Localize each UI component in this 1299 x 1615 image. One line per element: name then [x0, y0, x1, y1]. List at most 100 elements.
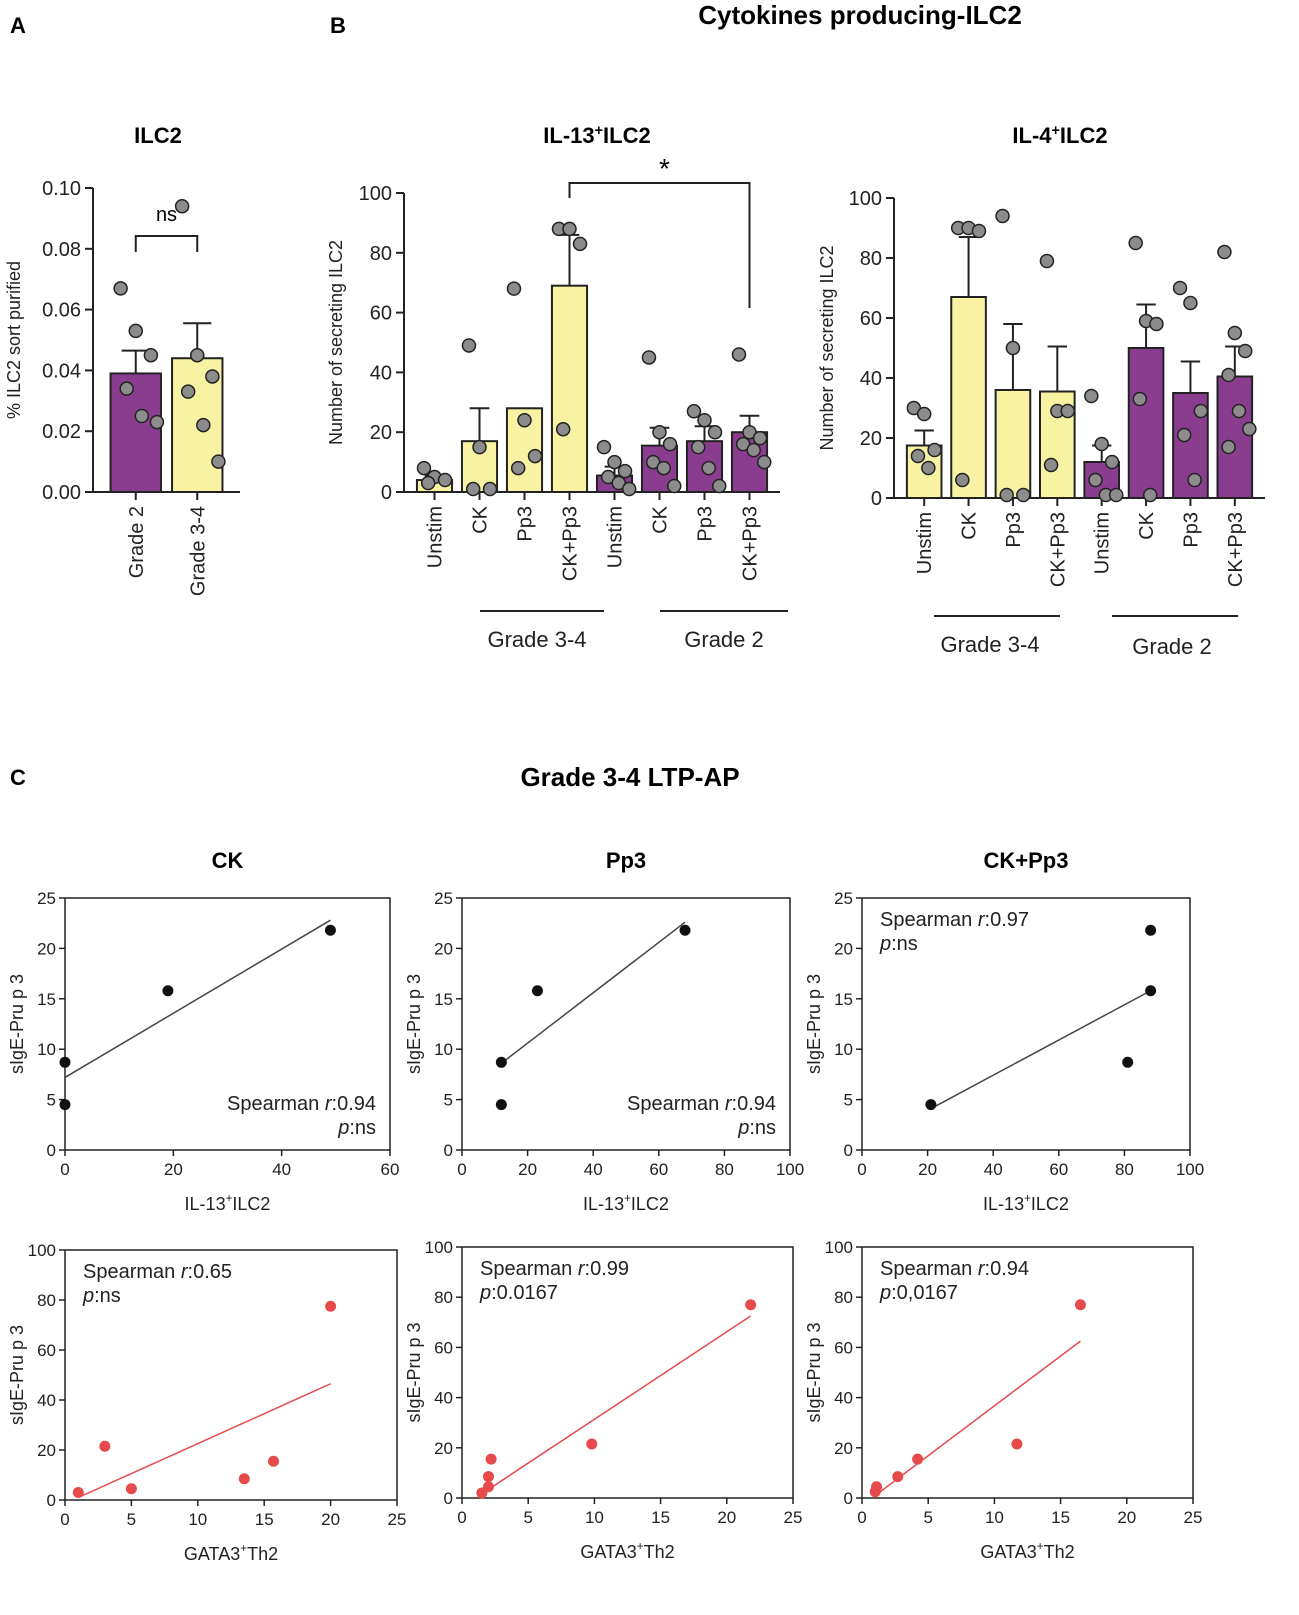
stat-r-c-pp3: Spearman r:0.94	[627, 1093, 776, 1115]
data-point-b1	[562, 221, 577, 237]
y-tick-label-c-pp3: 20	[434, 939, 453, 958]
chart-title-b2: IL-4+ILC2	[1012, 123, 1107, 148]
significance-label-a: ns	[156, 204, 177, 226]
frame-c-gata2	[462, 1246, 794, 1498]
x-tick-label-b2: Pp3	[1180, 512, 1202, 548]
bar-b2	[994, 389, 1032, 499]
data-point-c-ck	[59, 1056, 71, 1068]
x-tick-label-c-gata1: 0	[60, 1510, 69, 1529]
data-point-c-gata2	[482, 1471, 494, 1483]
chart-title-b2-sup: +	[1052, 123, 1060, 139]
stat-p-symbol-c-pp3: p	[737, 1117, 749, 1139]
y-tick-label-a: 0.02	[42, 421, 81, 443]
y-axis-label-c-ck: sIgE-Pru p 3	[7, 974, 27, 1074]
x-tick-label-c-ckpp3: 60	[1049, 1160, 1068, 1179]
x-tick-label-c-gata1: 5	[127, 1510, 136, 1529]
y-tick-label-c-ckpp3: 25	[834, 889, 853, 908]
data-point-a	[134, 408, 150, 424]
plots-layer: ILC2 0.00 0.02 0.04 0.06 0.08 0.10 % ILC2 sort …	[4, 123, 1265, 1564]
y-axis-label-c-gata2: sIgE-Pru p 3	[404, 1322, 424, 1422]
data-point-c-pp3	[495, 1099, 507, 1111]
x-axis-label-c-gata1-rest: Th2	[247, 1544, 278, 1564]
stat-p-value-c-ckpp3: :ns	[891, 933, 918, 955]
data-point-c-ckpp3	[925, 1099, 937, 1111]
x-axis-label-c-ck-rest: ILC2	[232, 1194, 270, 1214]
stat-r-value-c-ck: :0.94	[332, 1093, 376, 1115]
data-point-b1	[666, 478, 682, 494]
y-tick-label-c-ckpp3: 10	[834, 1040, 853, 1059]
data-point-c-gata2	[485, 1453, 497, 1465]
stat-r-label-c-pp3: Spearman	[627, 1093, 725, 1115]
stat-r-value-c-pp3: :0.94	[732, 1093, 776, 1115]
x-tick-label-b2: Unstim	[914, 512, 936, 574]
data-point-b1	[746, 442, 761, 458]
data-point-b1	[731, 347, 747, 362]
stat-r-c-gata2: Spearman r:0.99	[480, 1258, 629, 1280]
stat-p-c-gata1: p:ns	[82, 1285, 121, 1307]
data-point-b2	[1237, 343, 1253, 359]
data-point-b2	[1104, 454, 1120, 470]
data-point-c-gata2	[745, 1299, 757, 1311]
data-point-c-pp3	[495, 1056, 507, 1068]
x-tick-label-b1: CK+Pp3	[560, 506, 582, 581]
stat-r-label-c-gata3: Spearman	[880, 1258, 978, 1280]
stat-p-symbol-c-gata3: p	[879, 1282, 891, 1304]
data-point-c-ck	[324, 924, 336, 936]
data-point-c-gata1	[125, 1483, 137, 1495]
stat-r-symbol-c-gata1: r	[181, 1261, 189, 1283]
data-point-b1	[697, 412, 712, 428]
data-point-b1	[686, 404, 702, 419]
x-tick-label-c-gata2: 20	[717, 1508, 736, 1527]
data-point-b2	[1227, 325, 1243, 341]
y-tick-label-c-gata1: 80	[37, 1291, 56, 1310]
y-tick-label-c-gata1: 40	[37, 1391, 56, 1410]
y-tick-label-c-ck: 5	[47, 1091, 56, 1110]
chart-c-gata2: 0 20 40 60 80 100 0 5 10 15 20 25 sIgE-Pru p 3 GATA3+…	[404, 1238, 802, 1562]
data-point-c-gata1	[267, 1455, 279, 1467]
x-tick-label-c-gata2: 25	[784, 1508, 803, 1527]
bar-b2	[950, 296, 987, 499]
x-tick-label-a: Grade 3-4	[187, 506, 209, 596]
x-axis-label-c-gata2-rest: Th2	[644, 1542, 675, 1562]
data-point-a	[190, 347, 205, 363]
data-point-b1	[572, 236, 588, 252]
data-point-b2	[1183, 295, 1198, 311]
y-tick-label-a: 0.06	[42, 300, 81, 322]
data-point-b1	[711, 478, 727, 494]
data-point-a	[174, 198, 190, 214]
y-axis-label-a: % ILC2 sort purified	[4, 261, 24, 419]
x-tick-label-c-pp3: 60	[649, 1160, 668, 1179]
chart-title-a: ILC2	[134, 123, 182, 148]
stat-p-symbol-c-ck: p	[337, 1117, 349, 1139]
data-point-a	[128, 323, 143, 339]
stat-r-label-c-gata1: Spearman	[83, 1261, 181, 1283]
data-point-b1	[420, 475, 436, 491]
y-tick-label-c-gata2: 80	[434, 1288, 453, 1307]
y-tick-label-c-gata3: 80	[834, 1288, 853, 1307]
data-point-c-ckpp3	[1145, 985, 1157, 997]
stat-p-symbol-c-ckpp3: p	[879, 933, 891, 955]
bar-b1	[550, 284, 589, 493]
stat-p-value-c-ck: :ns	[349, 1117, 376, 1139]
x-tick-label-c-gata1: 10	[188, 1510, 207, 1529]
stat-p-c-pp3: p:ns	[737, 1117, 776, 1139]
x-tick-label-c-pp3: 100	[776, 1160, 804, 1179]
chart-b2: 0 20 40 60 80 100 Number of secreting ILC2 Unst…	[817, 188, 1265, 587]
data-point-b2	[1060, 403, 1075, 419]
y-tick-label-c-gata3: 0	[844, 1489, 853, 1508]
data-point-b2	[1016, 487, 1031, 503]
stat-r-label-c-ck: Spearman	[227, 1093, 325, 1115]
data-point-b2	[910, 448, 926, 464]
data-point-b2	[1187, 472, 1202, 488]
group-label-b1-g2: Grade 2	[684, 627, 764, 652]
stat-r-value-c-gata1: :0.65	[188, 1261, 232, 1283]
y-tick-label-b2: 100	[849, 188, 882, 210]
x-tick-label-c-gata2: 5	[523, 1508, 532, 1527]
x-tick-label-a: Grade 2	[126, 506, 148, 578]
y-tick-label-b1: 0	[381, 482, 392, 504]
stat-p-c-gata3: p:0,0167	[879, 1282, 958, 1304]
x-tick-label-c-gata3: 10	[985, 1508, 1004, 1527]
data-point-c-gata1	[325, 1300, 337, 1312]
data-point-b2	[995, 208, 1010, 224]
x-axis-label-c-gata3-main: GATA3	[980, 1542, 1036, 1562]
